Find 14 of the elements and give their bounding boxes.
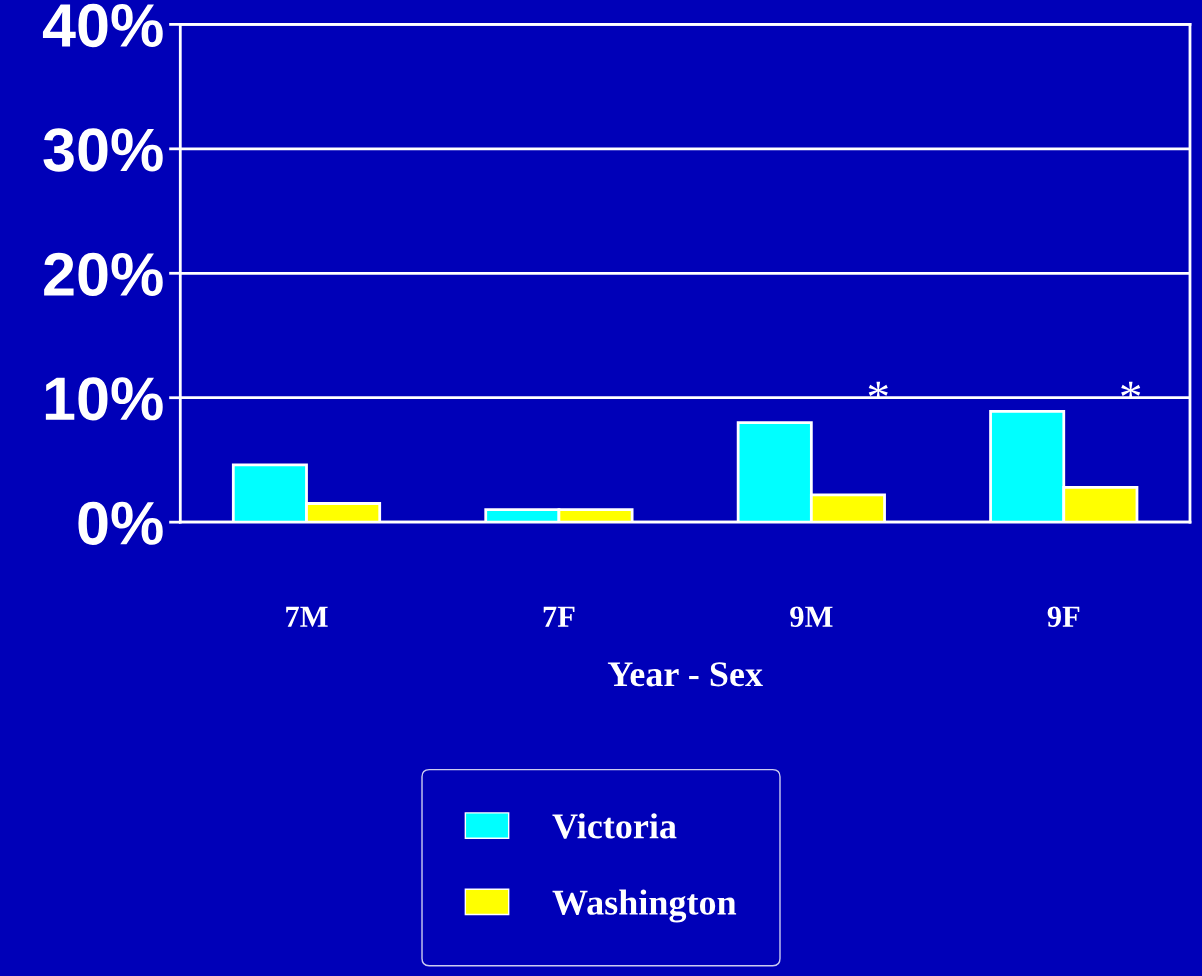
annotation: * [868, 381, 888, 399]
legend-label: Victoria [552, 813, 677, 839]
y-tick-label: 0% [78, 501, 163, 545]
x-tick-label: 7F [543, 606, 575, 627]
x-tick-label: 9M [790, 606, 833, 627]
y-tick-label: 10% [45, 377, 163, 421]
annotation: * [1121, 381, 1141, 399]
legend-label: Washington [552, 889, 737, 923]
y-tick-label: 20% [44, 252, 163, 297]
y-tick-label: 40% [42, 3, 163, 48]
x-axis-title: Year - Sex [607, 662, 763, 687]
x-tick-label: 9F [1047, 606, 1080, 627]
y-tick-label: 30% [43, 128, 163, 172]
x-tick-label: 7M [286, 606, 328, 627]
